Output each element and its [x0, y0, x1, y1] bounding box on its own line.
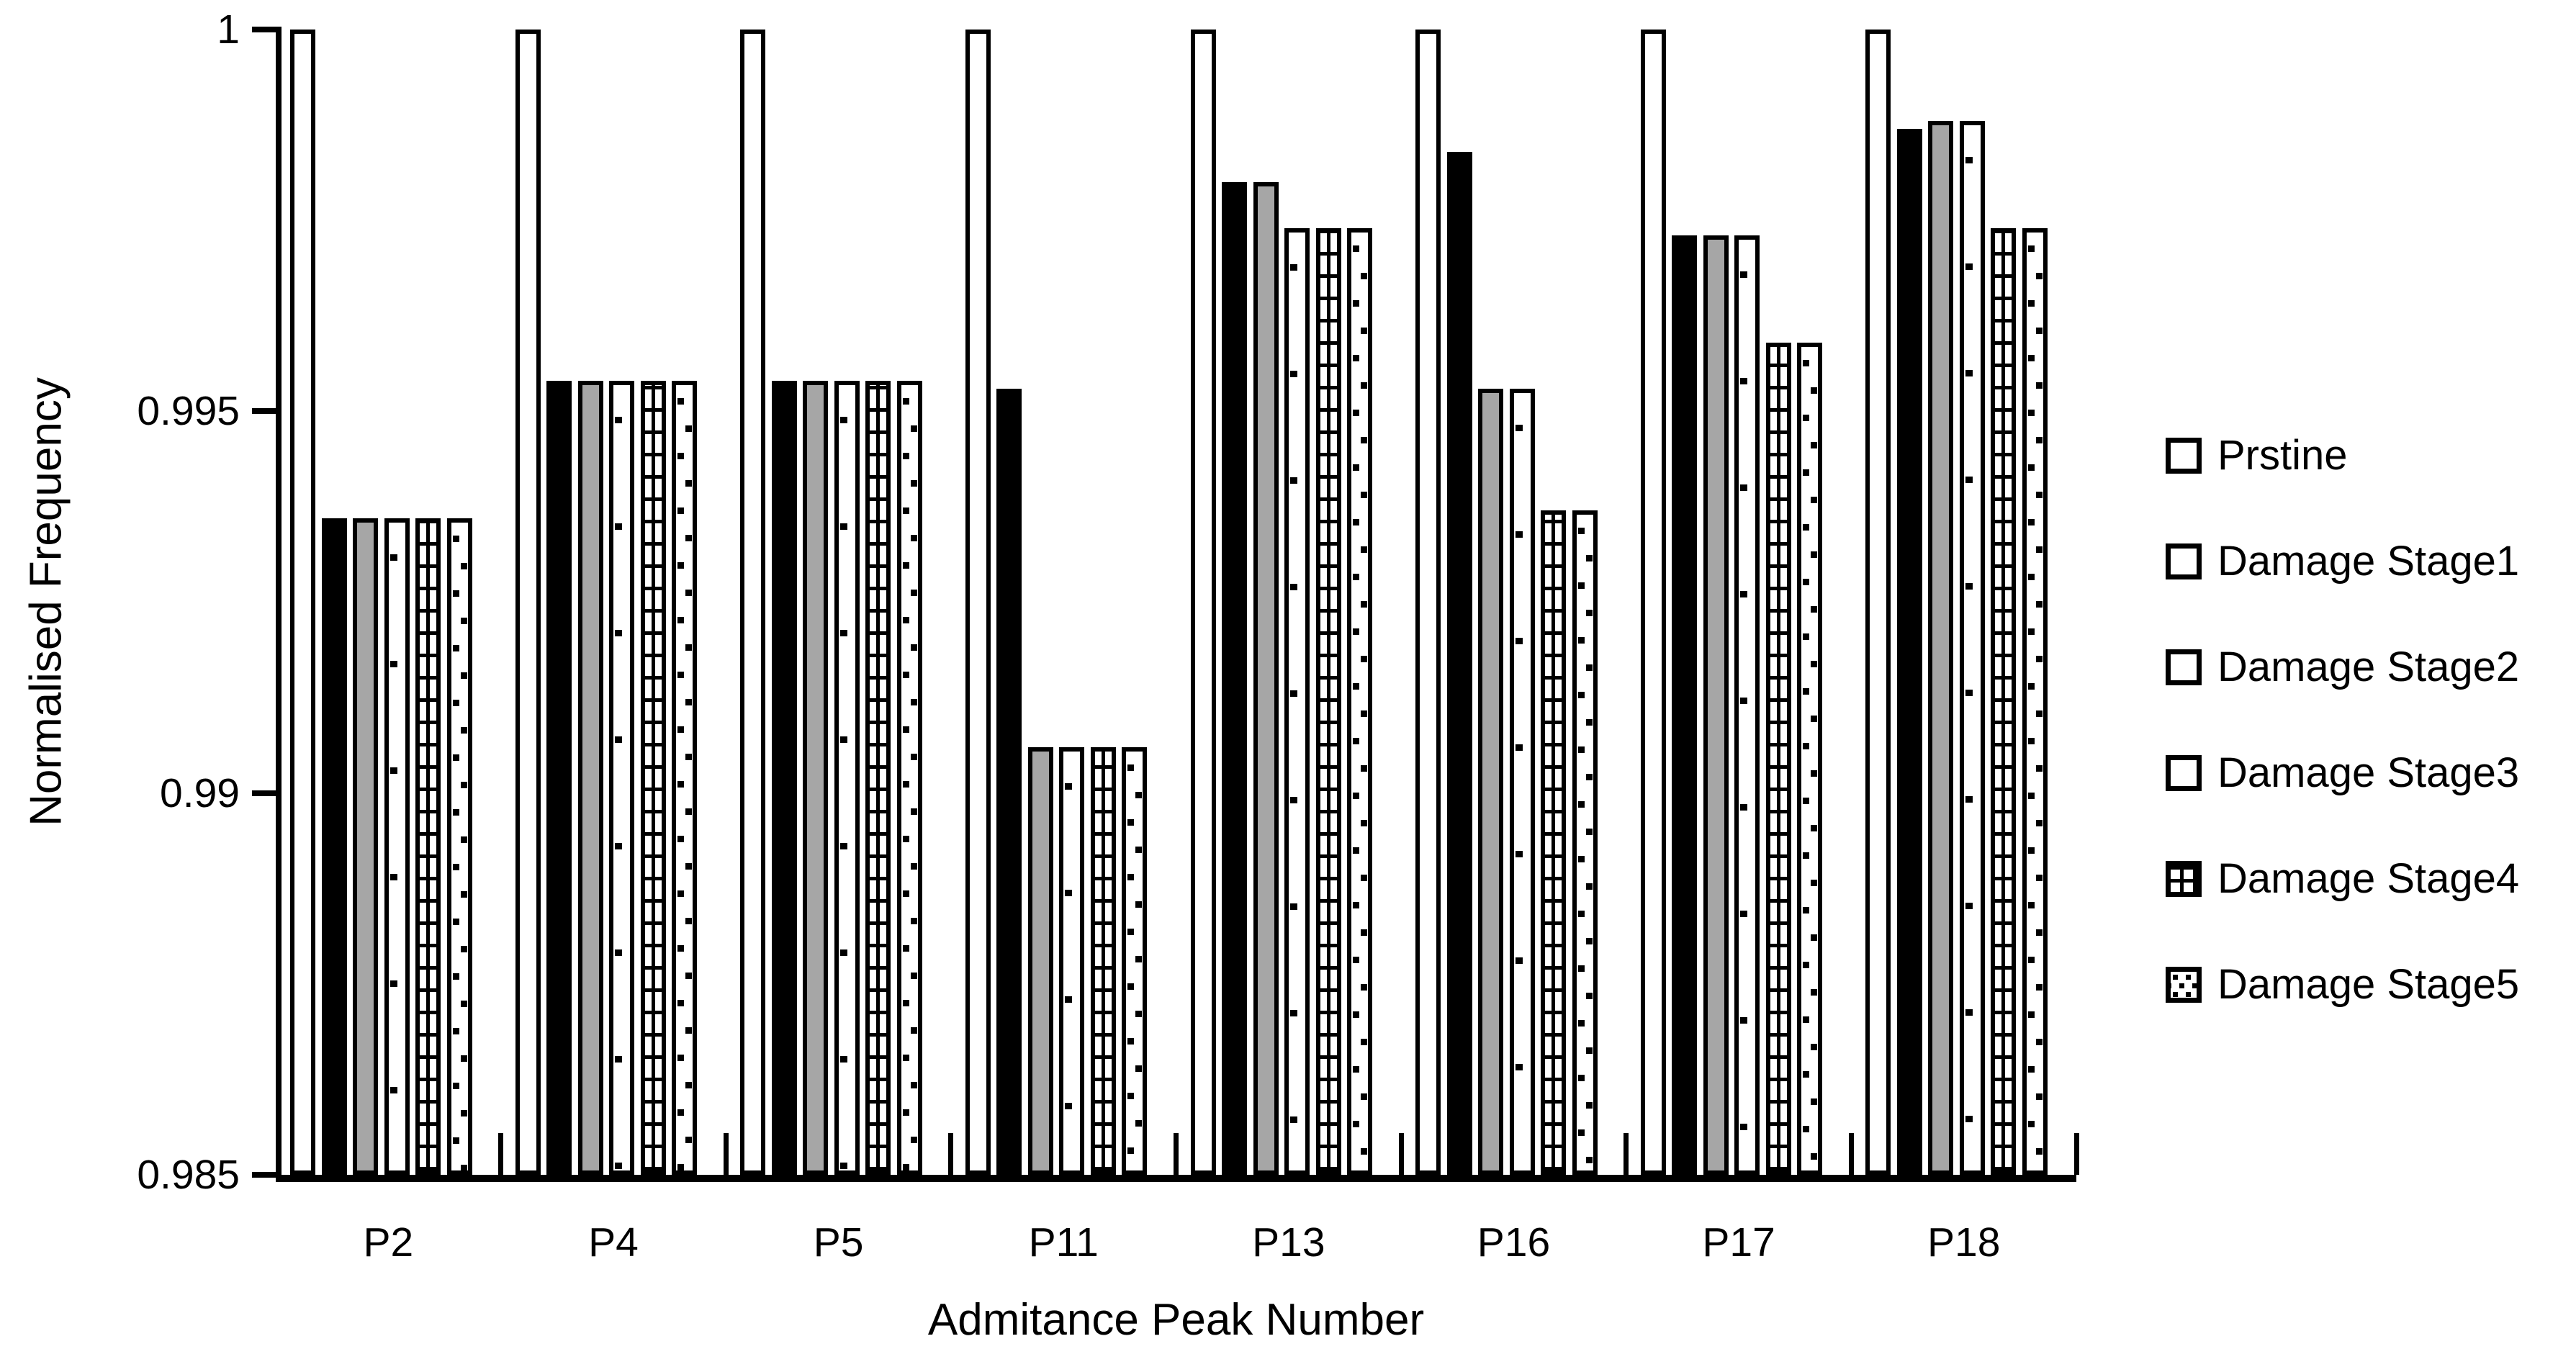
x-category-label: P16: [1477, 1219, 1551, 1266]
bar-P4-grid: [641, 381, 666, 1175]
legend-item: Prstine: [2166, 433, 2348, 479]
y-tick: [252, 27, 276, 32]
y-tick: [252, 790, 276, 796]
bar-P13-white: [1191, 30, 1216, 1175]
legend-item: Damage Stage5: [2166, 962, 2519, 1008]
x-category-label: P4: [588, 1219, 639, 1266]
category-tick: [1623, 1133, 1629, 1175]
legend-swatch-dash: [2166, 755, 2202, 791]
legend-label: Damage Stage4: [2217, 855, 2520, 902]
bar-P17-gray: [1703, 235, 1729, 1175]
y-tick-label: 0.995: [137, 388, 240, 435]
legend-swatch-white: [2166, 438, 2202, 474]
bar-P13-grid: [1316, 228, 1341, 1175]
category-tick: [948, 1133, 954, 1175]
bar-P11-grid: [1091, 747, 1116, 1175]
x-category-label: P13: [1252, 1219, 1325, 1266]
x-category-label: P5: [813, 1219, 864, 1266]
category-tick: [1848, 1133, 1854, 1175]
category-tick: [2073, 1133, 2079, 1175]
bar-P17-white: [1641, 30, 1666, 1175]
y-axis-title: Normalised Frequency: [21, 377, 71, 826]
legend-label: Damage Stage1: [2217, 538, 2520, 585]
bar-P4-dash: [609, 381, 634, 1175]
bar-P11-black: [996, 389, 1022, 1175]
y-tick: [252, 1172, 276, 1178]
bar-P18-black: [1897, 129, 1922, 1175]
x-axis-title: Admitance Peak Number: [927, 1295, 1425, 1345]
legend-label: Damage Stage5: [2217, 961, 2520, 1008]
bar-P17-black: [1672, 235, 1697, 1175]
bar-P4-gray: [578, 381, 603, 1175]
legend-swatch-grid: [2166, 861, 2202, 897]
bar-P17-dash: [1734, 235, 1760, 1175]
bar-P16-dot: [1572, 510, 1598, 1175]
bar-P5-grid: [865, 381, 891, 1175]
bar-P2-black: [322, 518, 347, 1175]
category-tick: [1174, 1133, 1179, 1175]
category-tick: [498, 1133, 504, 1175]
x-category-label: P17: [1702, 1219, 1775, 1266]
category-tick: [1398, 1133, 1404, 1175]
y-tick-label: 0.99: [160, 770, 240, 816]
bar-P13-black: [1222, 182, 1247, 1175]
bar-P16-gray: [1478, 389, 1503, 1175]
x-category-label: P18: [1927, 1219, 2001, 1266]
bar-P11-dash: [1059, 747, 1084, 1175]
legend-item: Damage Stage2: [2166, 644, 2519, 690]
legend-label: Damage Stage3: [2217, 749, 2520, 796]
bar-P16-dash: [1510, 389, 1535, 1175]
legend-swatch-dot: [2166, 967, 2202, 1003]
bar-P18-dot: [2022, 228, 2048, 1175]
bar-P5-black: [772, 381, 797, 1175]
x-axis-line: [276, 1175, 2076, 1182]
legend-item: Damage Stage3: [2166, 750, 2519, 796]
bar-P2-gray: [353, 518, 378, 1175]
bar-P18-white: [1865, 30, 1891, 1175]
bar-P18-gray: [1928, 121, 1953, 1175]
bar-P5-gray: [803, 381, 828, 1175]
y-tick-label: 1: [217, 6, 240, 53]
bar-P11-white: [965, 30, 991, 1175]
y-tick: [252, 408, 276, 415]
bar-P13-dot: [1347, 228, 1372, 1175]
bar-P4-white: [515, 30, 541, 1175]
bar-P16-white: [1415, 30, 1441, 1175]
bar-P17-dot: [1797, 343, 1822, 1175]
bar-P11-gray: [1028, 747, 1053, 1175]
legend-swatch-gray: [2166, 649, 2202, 685]
bar-P5-dash: [834, 381, 860, 1175]
bar-P11-dot: [1122, 747, 1147, 1175]
bar-P4-black: [546, 381, 572, 1175]
legend-label: Damage Stage2: [2217, 644, 2520, 690]
bar-P18-dash: [1960, 121, 1985, 1175]
y-tick-label: 0.985: [137, 1152, 240, 1198]
legend-item: Damage Stage4: [2166, 856, 2519, 902]
bar-P16-grid: [1541, 510, 1566, 1175]
bar-P2-white: [290, 30, 315, 1175]
bar-P2-grid: [415, 518, 441, 1175]
x-category-label: P2: [363, 1219, 414, 1266]
bar-P13-gray: [1253, 182, 1279, 1175]
bar-P16-black: [1447, 152, 1472, 1175]
category-tick: [723, 1133, 729, 1175]
bar-P13-dash: [1284, 228, 1310, 1175]
bar-P2-dot: [447, 518, 472, 1175]
bar-P5-white: [740, 30, 765, 1175]
bar-P18-grid: [1991, 228, 2016, 1175]
y-axis-line: [276, 27, 282, 1182]
bar-P5-dot: [897, 381, 922, 1175]
legend-swatch-black: [2166, 543, 2202, 579]
x-category-label: P11: [1028, 1219, 1099, 1266]
legend-item: Damage Stage1: [2166, 538, 2519, 585]
legend-label: Prstine: [2217, 432, 2348, 479]
bar-P2-dash: [384, 518, 410, 1175]
bar-P17-grid: [1766, 343, 1791, 1175]
bar-P4-dot: [672, 381, 697, 1175]
